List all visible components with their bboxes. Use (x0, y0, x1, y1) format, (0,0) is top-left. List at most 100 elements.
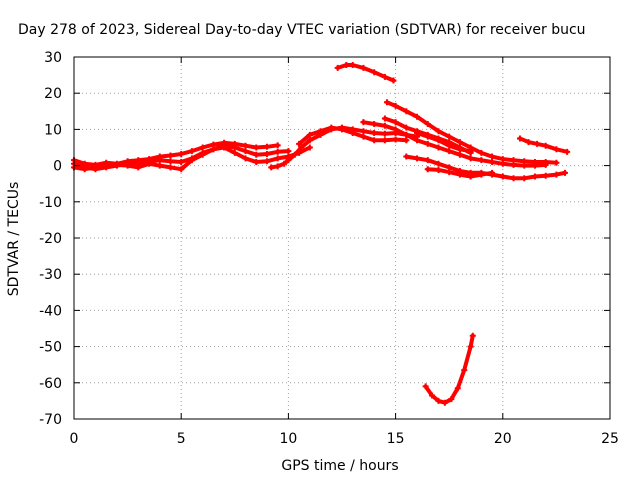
x-tick-label: 0 (70, 431, 79, 447)
data-point (441, 399, 448, 406)
data-point (553, 146, 560, 153)
data-point (542, 172, 549, 179)
data-point (553, 159, 560, 166)
data-point (414, 113, 421, 120)
data-point (113, 161, 120, 168)
data-point (274, 148, 281, 155)
data-point (360, 119, 367, 126)
data-point (478, 171, 485, 178)
x-tick-label: 15 (387, 431, 405, 447)
y-tick-label: 10 (44, 122, 62, 138)
data-point (467, 343, 474, 350)
data-point (124, 162, 131, 169)
data-point (424, 166, 431, 173)
data-point (403, 108, 410, 115)
data-point (531, 162, 538, 169)
data-point (103, 161, 110, 168)
data-point (461, 367, 468, 374)
data-point (392, 102, 399, 109)
data-point (456, 151, 463, 158)
data-point (435, 144, 442, 151)
data-point (167, 164, 174, 171)
data-point (242, 142, 249, 149)
data-point (178, 151, 185, 158)
data-point (381, 137, 388, 144)
data-point (414, 130, 421, 137)
data-point (188, 148, 195, 155)
data-point (349, 130, 356, 137)
data-point (156, 157, 163, 164)
gridlines (74, 57, 610, 419)
data-point (167, 152, 174, 159)
data-point (306, 137, 313, 144)
axis-ticks: 0 5 10 15 20 25 30 20 10 0 -10 -20 -30 -40 -50 -60 -70 (39, 50, 619, 447)
data-point (446, 148, 453, 155)
data-point (489, 169, 496, 176)
data-point (521, 162, 528, 169)
data-point (478, 149, 485, 156)
data-point (274, 142, 281, 149)
y-tick-label: 30 (44, 50, 62, 66)
y-tick-label: 0 (53, 159, 62, 175)
data-point (454, 385, 461, 392)
data-point (371, 137, 378, 144)
data-point (199, 144, 206, 151)
data-point (371, 69, 378, 76)
data-point (274, 155, 281, 162)
data-point (424, 133, 431, 140)
data-point (371, 130, 378, 137)
data-point (339, 126, 345, 133)
data-point (553, 171, 560, 178)
x-tick-label: 5 (177, 431, 186, 447)
y-tick-label: -50 (39, 340, 62, 356)
data-point (489, 158, 496, 165)
data-point (516, 135, 523, 142)
data-point (435, 128, 442, 135)
data-point (403, 153, 410, 160)
data-point (146, 160, 153, 167)
x-tick-label: 25 (601, 431, 619, 447)
data-point (253, 144, 260, 151)
data-point (349, 61, 356, 68)
data-point (446, 133, 453, 140)
data-point (343, 61, 350, 68)
x-axis-label: GPS time / hours (281, 458, 398, 474)
data-point (510, 161, 517, 168)
y-tick-label: -30 (39, 267, 62, 283)
data-point (291, 151, 298, 158)
data-point (381, 73, 388, 80)
data-point (424, 120, 431, 127)
data-point (178, 166, 185, 173)
data-point (435, 160, 442, 167)
data-point (381, 130, 388, 137)
data-point (285, 148, 292, 155)
data-point (306, 131, 313, 138)
data-point (306, 144, 313, 151)
data-point (403, 131, 410, 138)
data-point (156, 162, 163, 169)
data-point (435, 137, 442, 144)
data-point (360, 128, 367, 135)
data-point (381, 115, 388, 122)
data-point (242, 148, 249, 155)
data-point (478, 157, 485, 164)
data-point (371, 120, 378, 127)
y-tick-label: 20 (44, 86, 62, 102)
data-point (446, 142, 453, 149)
data-point (564, 148, 571, 155)
data-point (285, 157, 292, 164)
x-tick-label: 10 (279, 431, 297, 447)
data-point (542, 161, 549, 168)
data-point (81, 166, 88, 173)
chart-title: Day 278 of 2023, Sidereal Day-to-day VTE… (18, 22, 586, 38)
data-point (489, 153, 496, 160)
data-point (384, 99, 391, 106)
data-point (188, 157, 195, 164)
y-tick-label: -40 (39, 303, 62, 319)
data-point (499, 173, 506, 180)
data-point (542, 142, 549, 149)
data-point (456, 171, 463, 178)
data-point (446, 169, 453, 176)
data-point (403, 124, 410, 131)
data-point (390, 77, 397, 84)
